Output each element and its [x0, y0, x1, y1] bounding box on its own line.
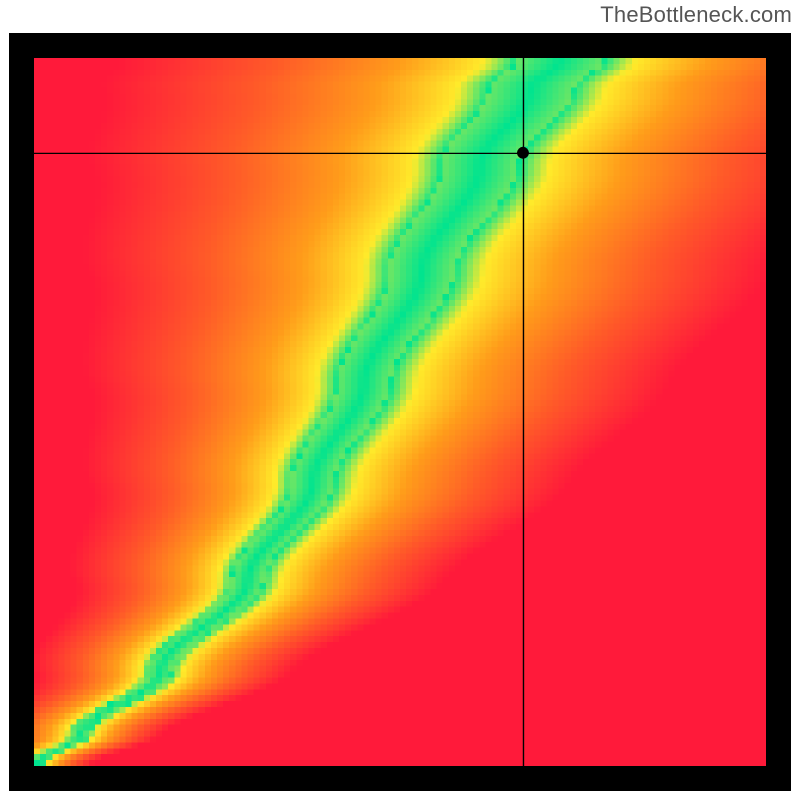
- watermark-text: TheBottleneck.com: [600, 2, 792, 28]
- crosshair-overlay: [34, 58, 766, 766]
- chart-container: TheBottleneck.com: [0, 0, 800, 800]
